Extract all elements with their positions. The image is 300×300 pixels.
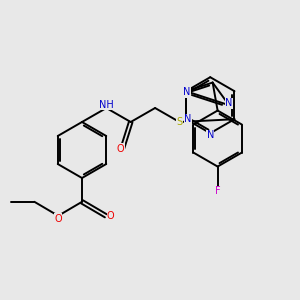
Text: O: O — [116, 144, 124, 154]
Text: O: O — [107, 211, 115, 221]
Text: N: N — [184, 114, 192, 124]
Text: F: F — [215, 186, 220, 196]
Text: N: N — [225, 98, 233, 108]
Text: O: O — [54, 214, 62, 224]
Text: S: S — [176, 117, 182, 127]
Text: NH: NH — [99, 100, 114, 110]
Text: N: N — [207, 130, 214, 140]
Text: N: N — [183, 87, 191, 97]
